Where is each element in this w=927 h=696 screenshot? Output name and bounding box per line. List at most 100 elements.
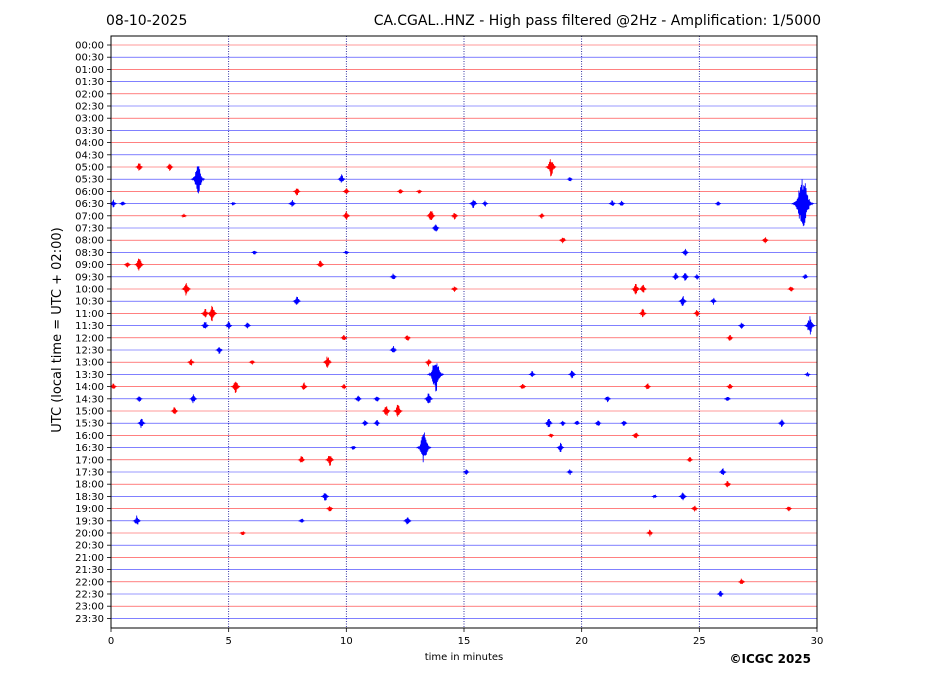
- seismic-event: [714, 201, 722, 206]
- seismic-event: [631, 284, 640, 295]
- seismic-event: [761, 237, 769, 244]
- seismic-event: [361, 420, 369, 426]
- seismic-event: [350, 446, 357, 450]
- x-tick-label: 5: [225, 636, 231, 647]
- seismic-event: [681, 248, 689, 256]
- x-axis-label: time in minutes: [425, 652, 504, 663]
- seismic-event: [134, 258, 144, 271]
- y-tick-label: 13:00: [75, 358, 104, 369]
- y-tick-label: 20:30: [75, 541, 104, 552]
- seismic-event: [686, 457, 693, 463]
- seismic-event: [166, 163, 174, 171]
- seismic-event: [643, 383, 651, 390]
- y-tick-label: 18:30: [75, 492, 104, 503]
- y-axis-label: UTC (local time = UTC + 02:00): [50, 227, 65, 432]
- y-tick-label: 11:00: [75, 309, 104, 320]
- seismic-event: [568, 370, 576, 379]
- seismic-event: [325, 456, 335, 466]
- seismic-event: [678, 296, 687, 306]
- seismic-event: [556, 442, 565, 452]
- y-tick-label: 06:00: [75, 187, 104, 198]
- seismic-event: [787, 286, 795, 292]
- seismic-event: [469, 199, 478, 208]
- seismic-event: [373, 419, 381, 426]
- y-tick-label: 10:00: [75, 285, 104, 296]
- seismic-event: [119, 201, 126, 206]
- y-tick-label: 10:30: [75, 297, 104, 308]
- seismic-event: [243, 322, 251, 329]
- seismic-event: [738, 578, 745, 585]
- seismic-event: [416, 432, 432, 463]
- seismic-event: [791, 179, 814, 227]
- seismic-event: [693, 310, 701, 317]
- seismic-event: [170, 407, 179, 415]
- header: 08-10-2025 CA.CGAL..HNZ - High pass filt…: [106, 13, 821, 29]
- seismic-event: [431, 224, 440, 232]
- seismic-event: [618, 200, 625, 207]
- y-tick-label: 16:00: [75, 431, 104, 442]
- seismic-event: [646, 529, 654, 537]
- x-tick-label: 25: [693, 636, 706, 647]
- seismic-event: [180, 213, 187, 219]
- seismic-event: [559, 237, 567, 244]
- seismic-event: [189, 394, 198, 404]
- y-tick-label: 12:30: [75, 346, 104, 357]
- seismic-event: [337, 174, 346, 183]
- seismic-event: [716, 590, 724, 597]
- y-tick-label: 11:30: [75, 321, 104, 332]
- y-tick-label: 07:00: [75, 211, 104, 222]
- seismic-event: [248, 360, 256, 365]
- seismic-event: [738, 322, 745, 329]
- seismic-event: [424, 393, 434, 404]
- y-tick-label: 01:30: [75, 77, 104, 88]
- seismic-event: [135, 396, 143, 402]
- seismic-event: [804, 372, 811, 377]
- seismic-event: [403, 517, 412, 525]
- seismic-event: [389, 345, 397, 353]
- seismic-event: [322, 356, 332, 368]
- seismic-event: [215, 347, 223, 354]
- y-tick-label: 17:30: [75, 468, 104, 479]
- seismic-event: [316, 260, 325, 268]
- seismic-event: [187, 358, 195, 366]
- y-tick-label: 07:30: [75, 224, 104, 235]
- seismic-event: [559, 420, 566, 426]
- y-tick-label: 16:30: [75, 443, 104, 454]
- y-tick-label: 13:30: [75, 370, 104, 381]
- seismic-event: [801, 274, 809, 280]
- seismic-event: [343, 250, 350, 255]
- seismic-event: [638, 284, 647, 293]
- seismic-event: [709, 297, 717, 305]
- seismic-event: [620, 420, 628, 426]
- seismic-event: [638, 308, 647, 318]
- y-tick-label: 22:00: [75, 577, 104, 588]
- copyright-label: ©ICGC 2025: [729, 652, 811, 666]
- seismic-event: [389, 273, 397, 280]
- x-tick-label: 10: [340, 636, 353, 647]
- y-tick-label: 18:00: [75, 480, 104, 491]
- seismic-event: [181, 283, 191, 296]
- y-tick-label: 14:00: [75, 382, 104, 393]
- seismic-event: [651, 494, 658, 499]
- chart-title: CA.CGAL..HNZ - High pass filtered @2Hz -…: [374, 13, 821, 29]
- seismic-event: [373, 396, 381, 402]
- y-tick-label: 14:30: [75, 394, 104, 405]
- y-tick-label: 00:30: [75, 53, 104, 64]
- seismic-event: [297, 456, 306, 463]
- y-tick-label: 09:30: [75, 272, 104, 283]
- seismic-event: [566, 469, 573, 475]
- y-tick-label: 08:30: [75, 248, 104, 259]
- y-tick-label: 04:00: [75, 138, 104, 149]
- y-tick-label: 23:00: [75, 602, 104, 613]
- seismic-event: [544, 418, 553, 428]
- seismic-event: [424, 359, 433, 367]
- y-tick-label: 06:30: [75, 199, 104, 210]
- seismic-event: [723, 396, 731, 401]
- seismic-event: [691, 505, 698, 512]
- y-tick-label: 17:00: [75, 455, 104, 466]
- y-tick-label: 01:00: [75, 65, 104, 76]
- seismic-event: [573, 420, 581, 425]
- y-tick-label: 05:00: [75, 163, 104, 174]
